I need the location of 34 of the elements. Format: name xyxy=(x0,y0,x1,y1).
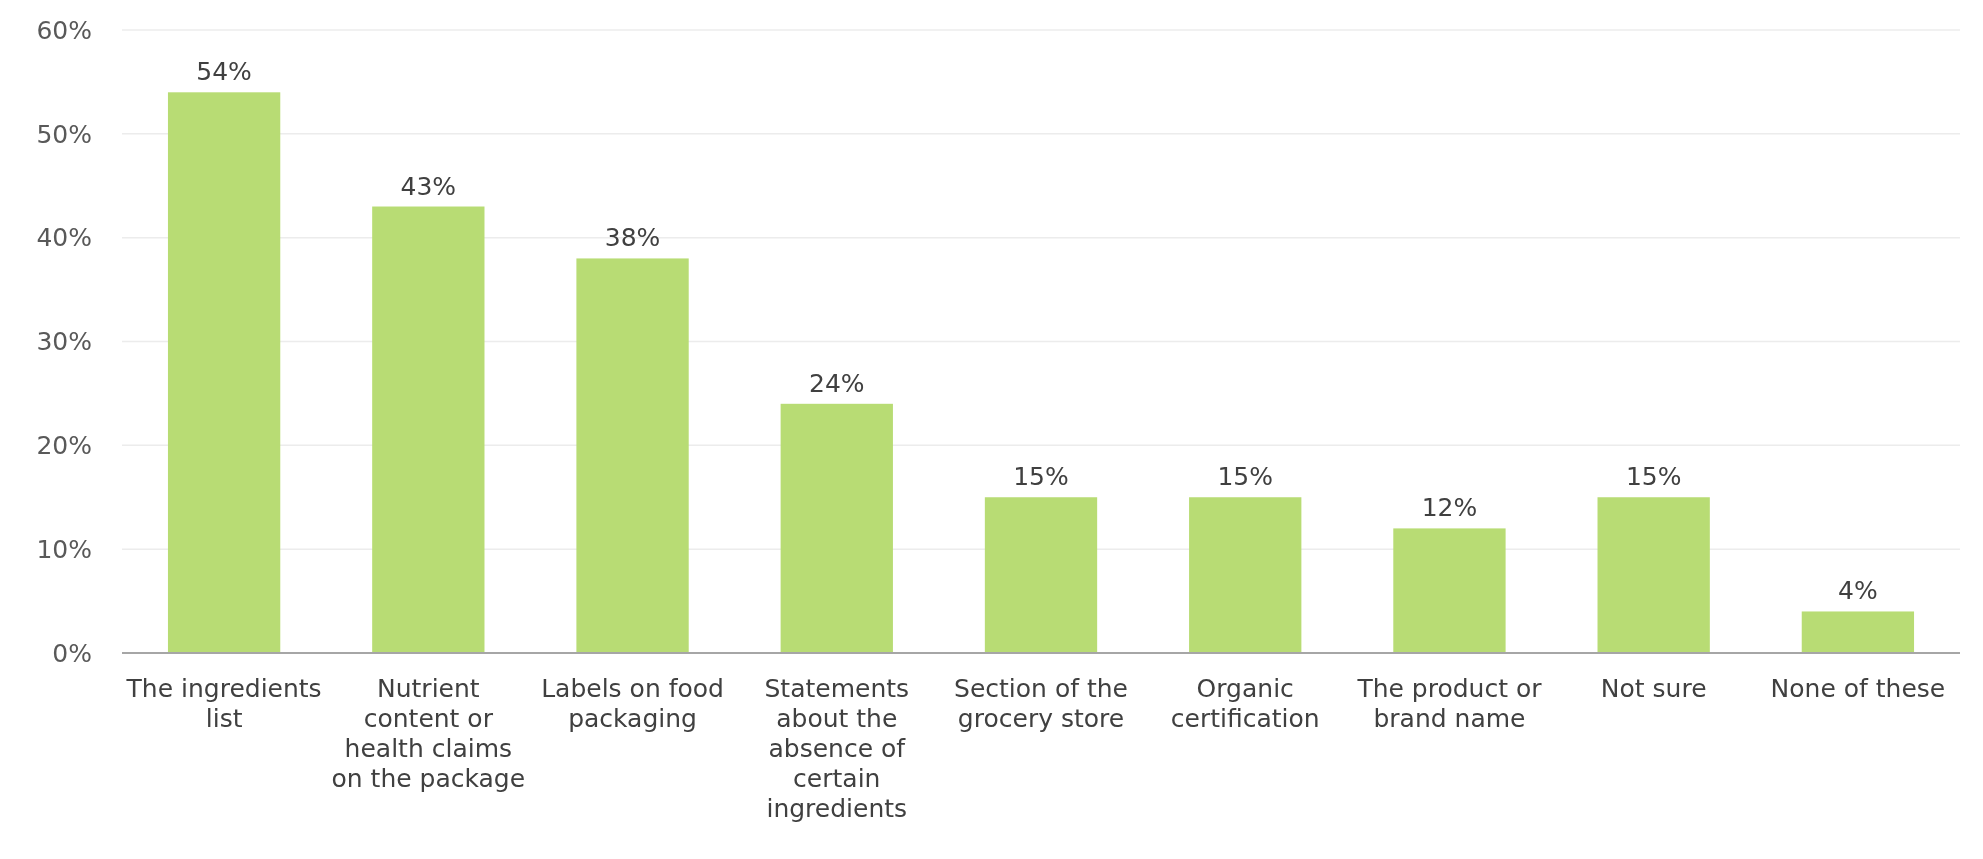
data-label: 43% xyxy=(400,171,457,201)
y-tick-label: 20% xyxy=(36,431,92,461)
bar xyxy=(167,92,281,653)
data-label: 12% xyxy=(1421,493,1478,523)
y-tick-label: 40% xyxy=(36,223,92,253)
x-tick-label: Statements about the absence of certain ingredients xyxy=(764,674,910,823)
data-label: 4% xyxy=(1838,576,1878,606)
data-label: 15% xyxy=(1625,462,1682,492)
bar xyxy=(1189,497,1302,653)
bar xyxy=(1801,611,1915,653)
x-tick-label: Organic certification xyxy=(1170,674,1320,733)
bar xyxy=(780,403,893,653)
y-tick-label: 30% xyxy=(36,327,92,357)
x-tick-label: Not sure xyxy=(1600,674,1707,703)
y-tick-label: 0% xyxy=(52,638,92,668)
x-tick-label: Section of the grocery store xyxy=(954,674,1128,733)
data-label: 15% xyxy=(1217,462,1274,492)
data-label: 24% xyxy=(808,368,865,398)
data-label: 54% xyxy=(196,57,252,87)
x-tick-label: The product or brand name xyxy=(1356,674,1543,733)
data-label: 38% xyxy=(604,223,661,253)
bar xyxy=(984,497,1098,653)
bar xyxy=(372,206,485,653)
y-tick-label: 50% xyxy=(36,119,92,149)
data-label: 15% xyxy=(1013,462,1069,492)
x-tick-label: The ingredients list xyxy=(125,674,322,733)
y-tick-label: 60% xyxy=(36,15,92,45)
x-tick-label: Nutrient content or health claims on the package xyxy=(331,674,526,793)
bar xyxy=(576,258,689,653)
y-tick-label: 10% xyxy=(36,534,92,564)
x-tick-label: None of these xyxy=(1770,674,1946,703)
x-tick-label: Labels on food packaging xyxy=(541,674,724,733)
bar xyxy=(1393,528,1506,653)
bar xyxy=(1597,497,1710,653)
